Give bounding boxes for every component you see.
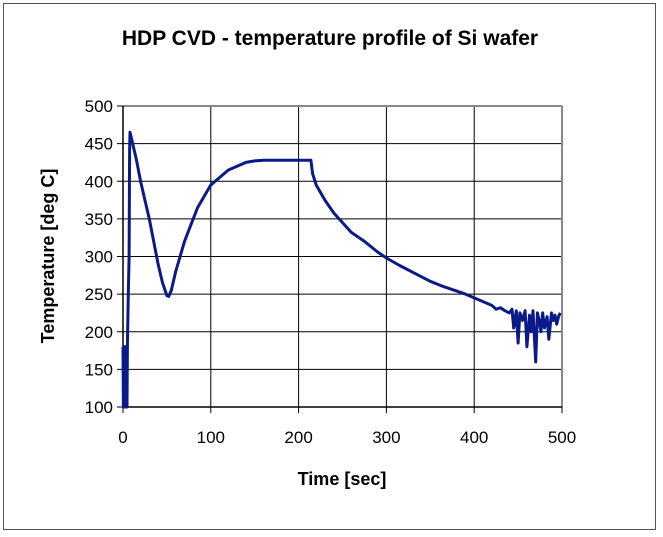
x-tick-label: 400 xyxy=(460,428,488,447)
y-tick-label: 350 xyxy=(85,210,113,229)
chart-frame xyxy=(3,3,656,530)
y-axis-label: Temperature [deg C] xyxy=(38,169,58,344)
temperature-series-line xyxy=(121,130,562,409)
x-tick-label: 500 xyxy=(548,428,576,447)
chart-title: HDP CVD - temperature profile of Si wafe… xyxy=(122,27,538,50)
y-tick-label: 400 xyxy=(85,172,113,191)
y-tick-label: 100 xyxy=(85,398,113,417)
y-tick-label: 200 xyxy=(85,323,113,342)
x-axis-label: Time [sec] xyxy=(298,469,387,489)
y-tick-label: 300 xyxy=(85,248,113,267)
y-tick-label: 150 xyxy=(85,360,113,379)
x-tick-label: 300 xyxy=(372,428,400,447)
y-tick-label: 450 xyxy=(85,135,113,154)
y-tick-label: 250 xyxy=(85,285,113,304)
x-tick-label: 0 xyxy=(118,428,127,447)
x-tick-label: 200 xyxy=(284,428,312,447)
x-tick-label: 100 xyxy=(197,428,225,447)
y-tick-label: 500 xyxy=(85,97,113,116)
